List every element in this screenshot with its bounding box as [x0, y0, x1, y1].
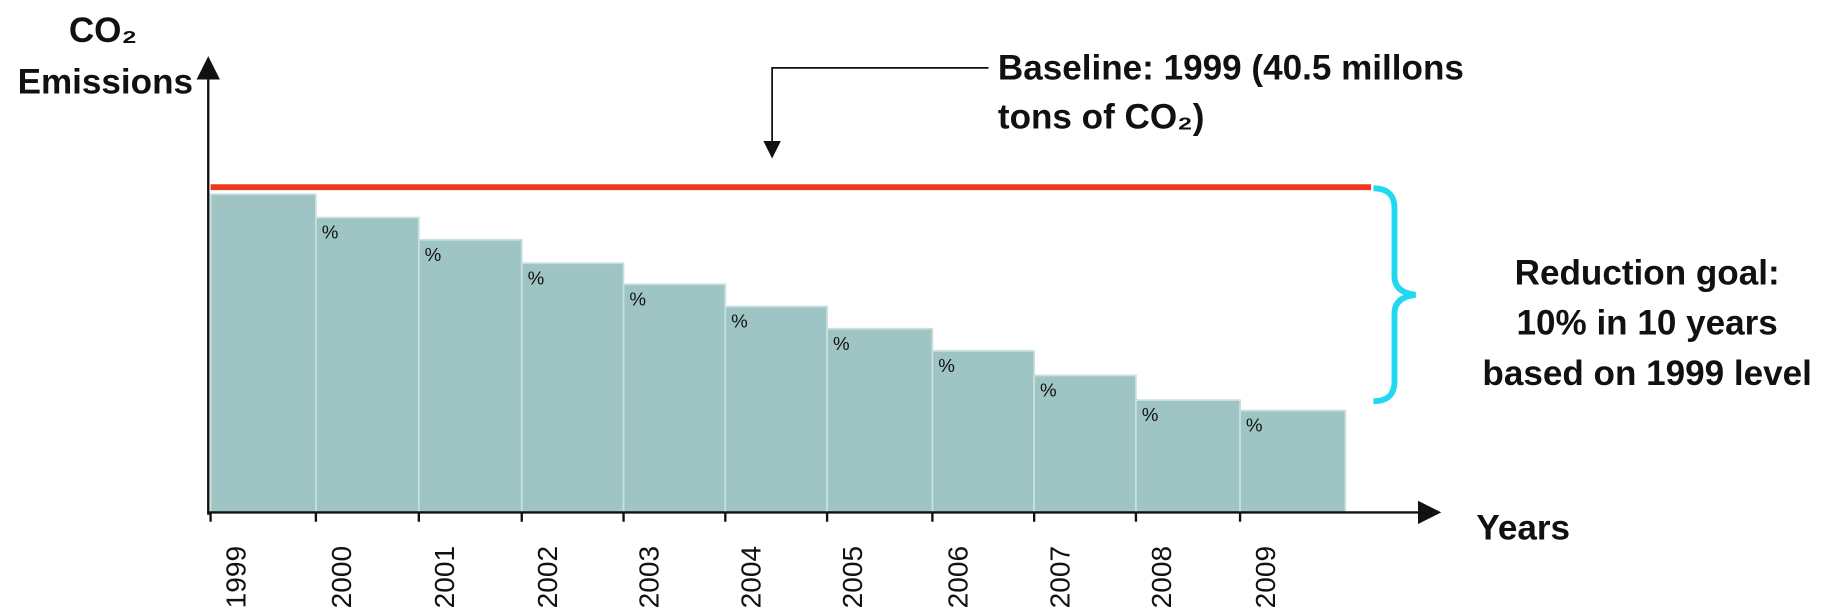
- step-label: %: [1040, 380, 1057, 401]
- step-label: %: [833, 333, 850, 354]
- step-label: %: [528, 267, 545, 288]
- step-bar: [1135, 399, 1241, 514]
- step-bar: [826, 327, 934, 514]
- year-label: 2009: [1250, 546, 1281, 608]
- step-bar: [520, 262, 625, 514]
- step-bar: [315, 216, 420, 514]
- step-label: %: [1142, 404, 1159, 425]
- step-bar: [417, 238, 523, 514]
- year-label: 2005: [837, 546, 868, 608]
- step-label: %: [731, 311, 748, 332]
- year-label: 2008: [1146, 546, 1177, 608]
- year-label: 2002: [532, 546, 563, 608]
- step-bar: [1239, 409, 1347, 514]
- step-label: %: [629, 288, 646, 309]
- step-bar: [1033, 374, 1137, 514]
- year-label: 2006: [942, 546, 973, 608]
- step-bar: [622, 283, 727, 514]
- y-axis-label: CO₂: [69, 11, 137, 50]
- step-label: %: [938, 355, 955, 376]
- year-label: 2000: [326, 546, 357, 608]
- baseline-label: Baseline: 1999 (40.5 millons: [998, 49, 1464, 88]
- year-label: 2003: [634, 546, 665, 608]
- step-label: %: [425, 244, 442, 265]
- step-bar: [209, 193, 317, 514]
- step-bar: [724, 305, 828, 514]
- year-label: 2004: [735, 546, 766, 608]
- x-axis-label: Years: [1476, 508, 1570, 547]
- baseline-label: tons of CO₂): [998, 98, 1205, 137]
- y-axis-label: Emissions: [18, 63, 193, 102]
- step-label: %: [1246, 415, 1263, 436]
- year-label: 1999: [221, 546, 252, 608]
- year-label: 2007: [1044, 546, 1075, 608]
- goal-label: based on 1999 level: [1482, 354, 1812, 393]
- step-bar: [931, 350, 1036, 514]
- goal-label: 10% in 10 years: [1517, 304, 1778, 343]
- step-label: %: [322, 222, 339, 243]
- year-label: 2001: [429, 546, 460, 608]
- goal-label: Reduction goal:: [1515, 253, 1780, 292]
- baseline-arrow: [763, 66, 989, 159]
- goal-brace: [1373, 185, 1416, 405]
